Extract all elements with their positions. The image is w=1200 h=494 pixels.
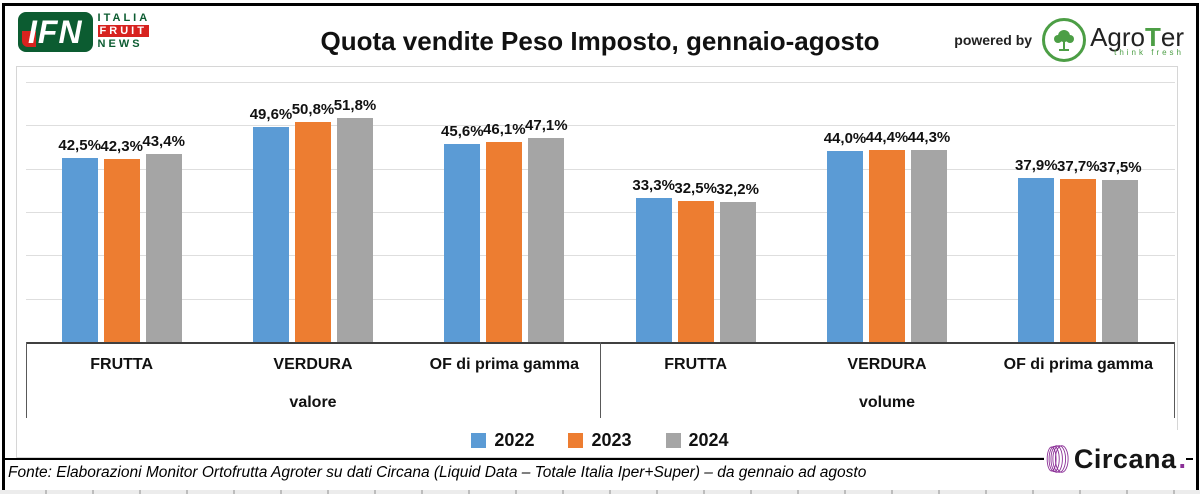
- powered-by-label: powered by: [954, 32, 1033, 48]
- category-label: FRUTTA: [664, 356, 728, 373]
- bar-value-label: 47,1%: [525, 116, 568, 134]
- circana-logo: Circana.: [1044, 430, 1186, 488]
- category-label: VERDURA: [847, 356, 927, 373]
- category-separator: [26, 342, 27, 418]
- bar-value-label: 37,7%: [1057, 157, 1100, 175]
- bar-2024: [1102, 179, 1139, 342]
- bar-value-label: 44,3%: [907, 129, 951, 147]
- category-label: FRUTTA: [90, 356, 154, 373]
- category-separator: [1174, 342, 1175, 418]
- bar-value-label: 37,9%: [1015, 156, 1058, 174]
- spreadsheet-edge-strip: [0, 490, 1200, 494]
- agroter-name-suffix: er: [1160, 21, 1184, 52]
- category-label: OF di prima gamma: [429, 356, 579, 373]
- legend-item-2023: 2023: [568, 430, 632, 451]
- bar-value-label: 46,1%: [483, 121, 526, 139]
- chart-title: Quota vendite Peso Imposto, gennaio-agos…: [320, 26, 880, 56]
- bar-2024: [911, 150, 947, 342]
- gridline: [26, 212, 1175, 213]
- category-label: VERDURA: [273, 356, 353, 373]
- legend-swatch: [471, 433, 487, 448]
- category-label: OF di prima gamma: [1003, 356, 1153, 373]
- section-label: valore: [289, 394, 337, 411]
- ifn-line-fruit: FRUIT: [97, 25, 149, 37]
- circana-coil-icon: [1046, 445, 1069, 473]
- bar-2022: [444, 144, 481, 342]
- source-note: Fonte: Elaborazioni Monitor Ortofrutta A…: [8, 464, 867, 481]
- legend-item-2024: 2024: [665, 430, 729, 451]
- ifn-badge: IFN: [18, 12, 93, 52]
- bar-2023: [295, 121, 331, 342]
- bar-2023: [103, 158, 140, 342]
- gridline: [26, 298, 1175, 300]
- legend-label: 2023: [591, 430, 632, 450]
- bar-2022: [635, 197, 672, 342]
- bar-2023: [869, 149, 905, 342]
- bar-value-label: 42,5%: [58, 136, 101, 154]
- agroter-logo: AgroTer think fresh: [1042, 18, 1184, 62]
- legend-item-2022: 2022: [471, 430, 534, 451]
- legend-label: 2022: [494, 430, 535, 450]
- gridline: [26, 168, 1175, 170]
- bar-value-label: 33,3%: [632, 176, 675, 194]
- bar-2022: [61, 157, 98, 342]
- agroter-wordmark: AgroTer think fresh: [1090, 24, 1184, 57]
- section-label: volume: [858, 394, 915, 411]
- chart-legend: 2022 2023 2024: [0, 430, 1200, 451]
- ifn-abbr: IFN: [28, 14, 83, 50]
- agroter-name-prefix: Agro: [1090, 21, 1145, 52]
- ifn-wordmark: ITALIA FRUIT NEWS: [97, 12, 151, 50]
- ifn-line-news: NEWS: [97, 38, 143, 50]
- gridline: [26, 125, 1175, 127]
- ifn-logo: IFN ITALIA FRUIT NEWS: [14, 10, 155, 54]
- legend-swatch: [568, 433, 584, 448]
- bar-2024: [337, 117, 373, 342]
- ifn-line-italia: ITALIA: [97, 12, 151, 24]
- bar-2023: [486, 142, 523, 342]
- bar-value-label: 43,4%: [142, 132, 185, 150]
- bar-value-label: 44,4%: [865, 128, 909, 146]
- bar-2023: [677, 201, 714, 342]
- category-separator: [600, 342, 601, 418]
- chart-area-border: [16, 66, 1178, 458]
- agroter-name-t: T: [1144, 21, 1161, 52]
- bar-value-label: 51,8%: [333, 96, 377, 114]
- ifn-red-accent: [22, 31, 36, 47]
- legend-swatch: [665, 433, 681, 448]
- bar-value-label: 32,2%: [716, 181, 759, 199]
- bar-value-label: 50,8%: [291, 100, 335, 118]
- footer-divider: [2, 458, 1193, 460]
- agroter-block: powered by AgroTer think fresh: [954, 18, 1184, 62]
- bar-2024: [719, 202, 756, 342]
- bar-value-label: 42,3%: [100, 137, 143, 155]
- circana-dot: .: [1178, 443, 1186, 474]
- bar-2022: [1018, 177, 1055, 342]
- bar-2023: [1060, 178, 1097, 342]
- bar-value-label: 44,0%: [823, 130, 867, 148]
- bar-value-label: 49,6%: [249, 106, 293, 124]
- legend-label: 2024: [688, 430, 729, 450]
- bar-value-label: 37,5%: [1099, 158, 1142, 176]
- bar-2022: [827, 151, 863, 342]
- gridline: [26, 82, 1175, 83]
- circana-wordmark: Circana: [1073, 443, 1177, 474]
- gridline: [26, 255, 1175, 257]
- agroter-tree-icon: [1042, 18, 1087, 62]
- bar-2024: [145, 153, 182, 342]
- bar-value-label: 32,5%: [674, 180, 717, 198]
- bar-2024: [528, 137, 565, 342]
- bar-value-label: 45,6%: [441, 123, 484, 141]
- agroter-tagline: think fresh: [1114, 47, 1184, 57]
- bar-2022: [253, 127, 289, 342]
